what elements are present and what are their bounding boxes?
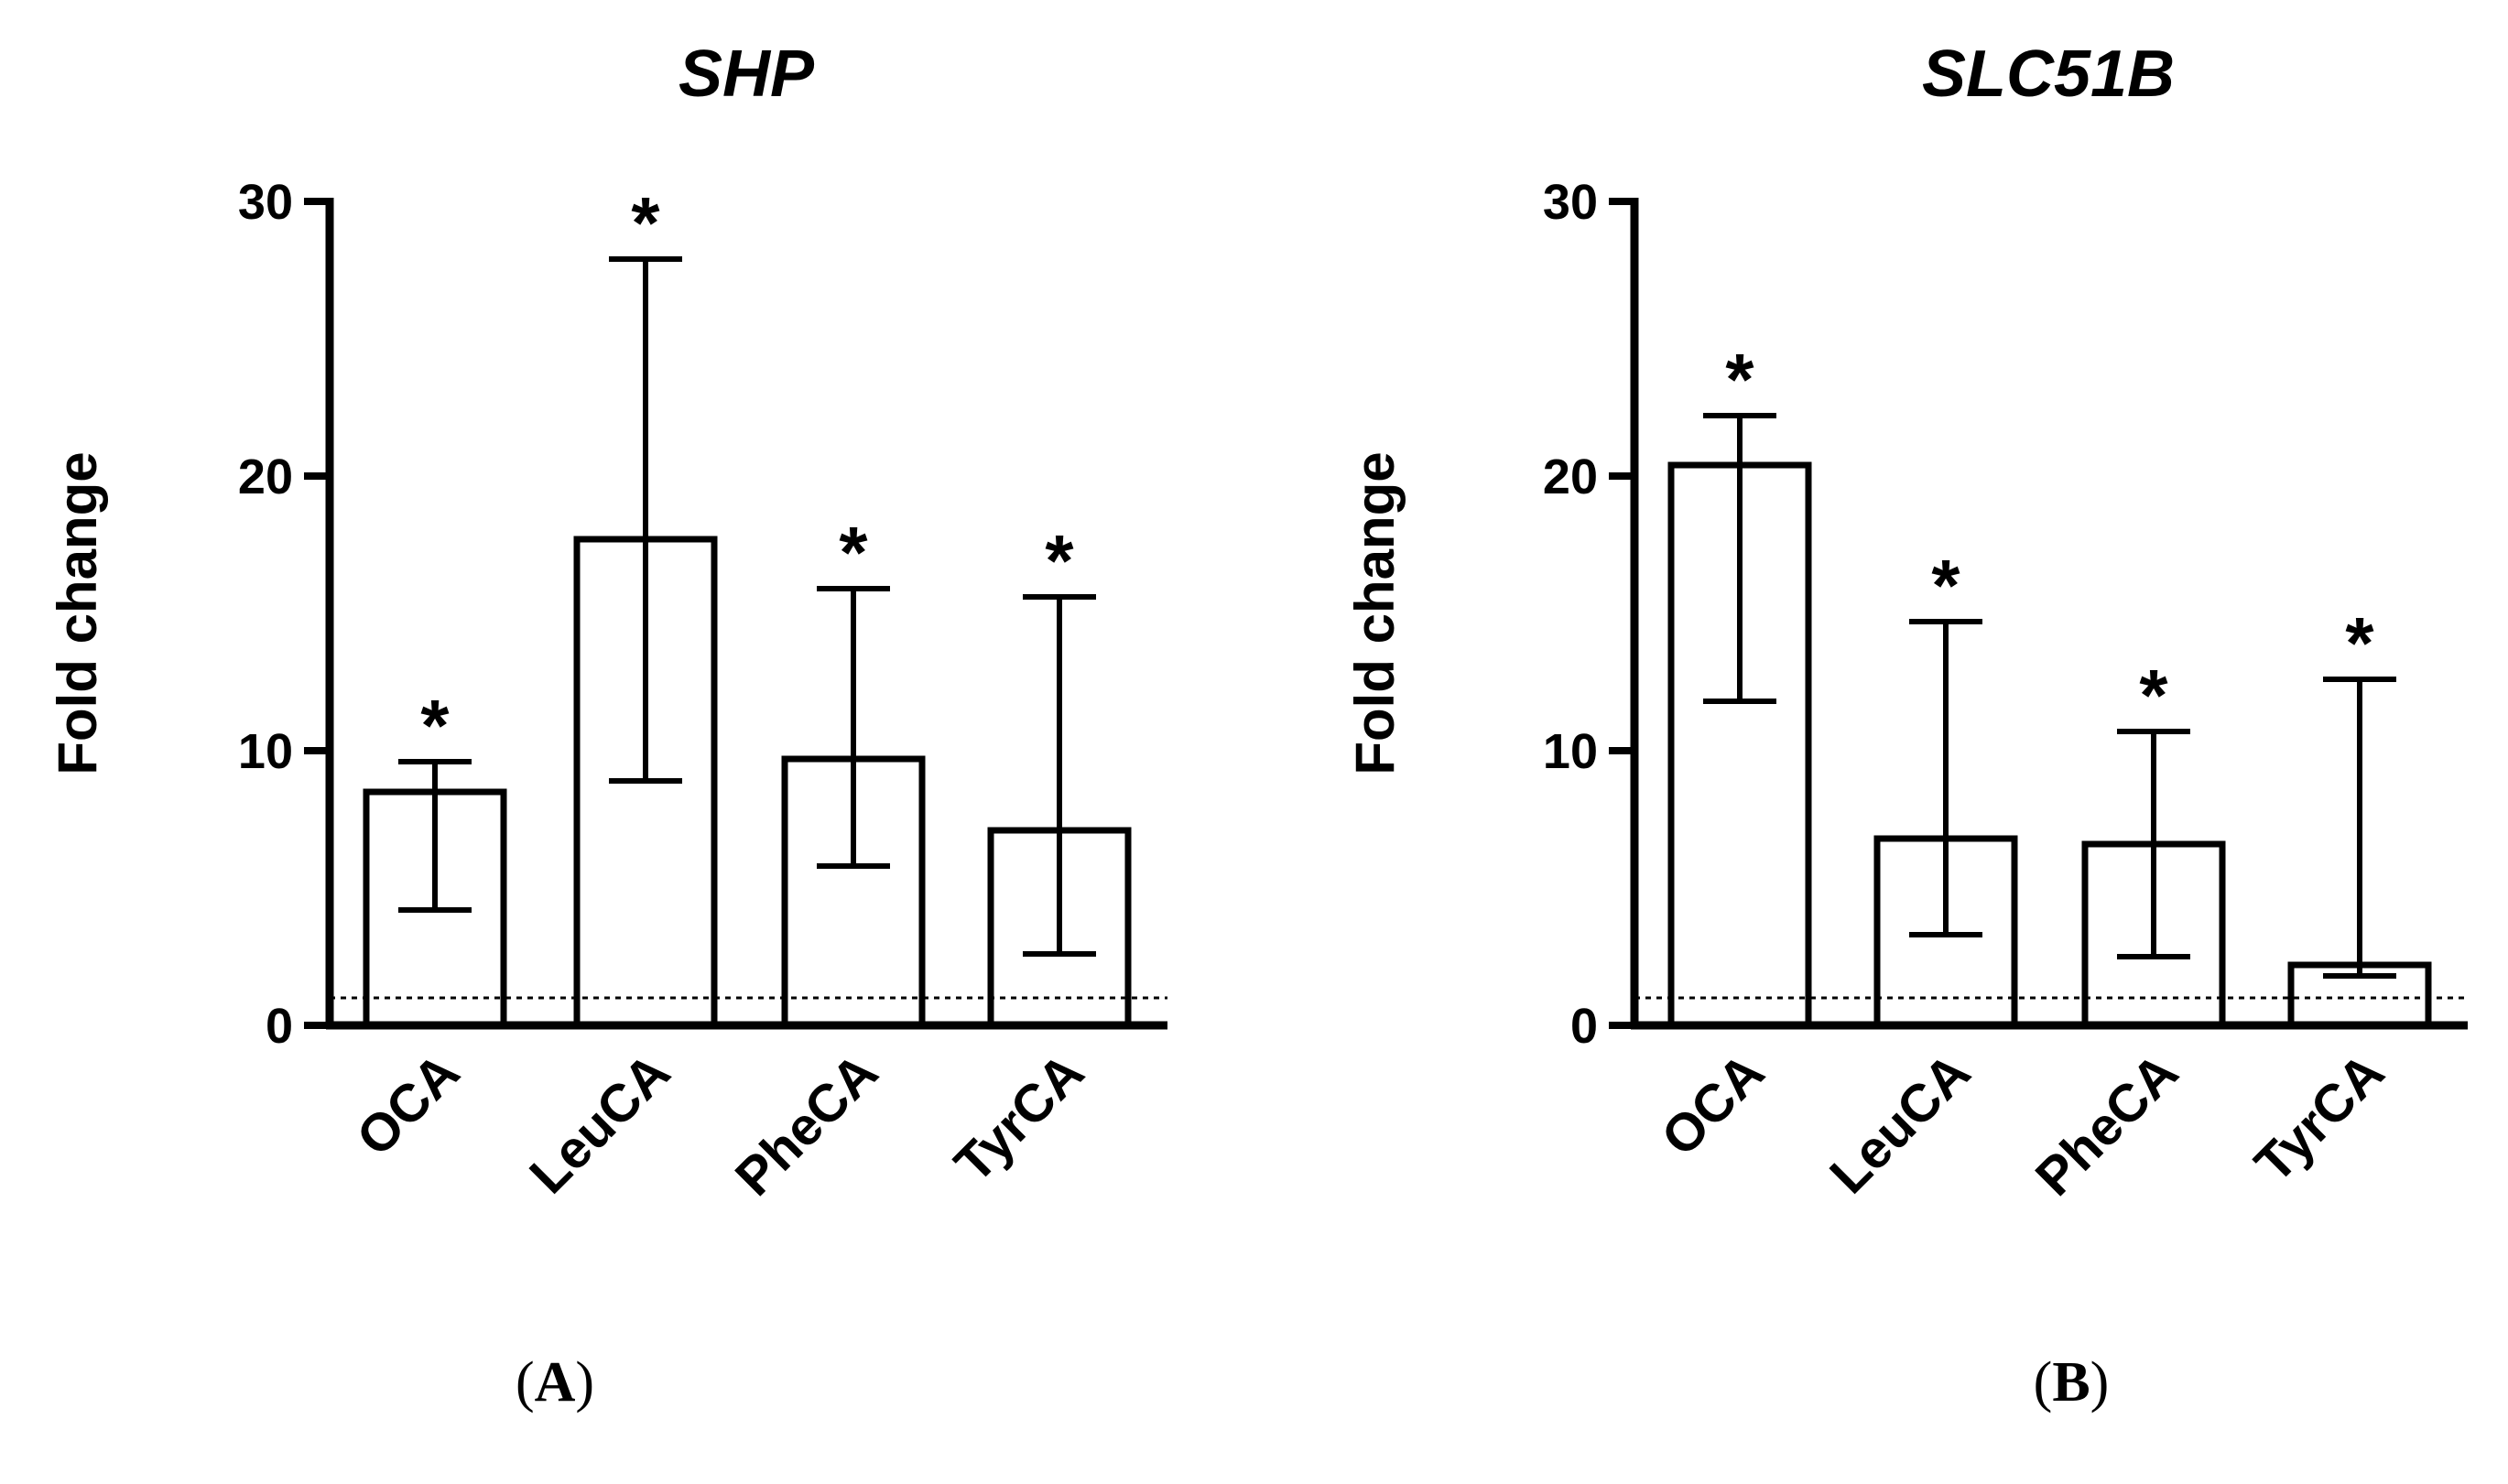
bars: * * * *	[363, 182, 1132, 1029]
category-label-leuca: LeuCA	[1819, 1042, 1981, 1205]
category-label-oca: OCA	[345, 1042, 471, 1167]
y-tick-label: 20	[238, 450, 293, 504]
y-tick-label: 0	[1570, 999, 1598, 1054]
panel-label: (A)	[516, 1351, 594, 1414]
y-tick-label: 30	[238, 175, 293, 230]
significance-marker: *	[839, 512, 868, 593]
y-axis-label: Fold change	[1344, 451, 1406, 774]
y-axis-label: Fold change	[47, 451, 108, 774]
category-label-leuca: LeuCA	[518, 1042, 681, 1205]
category-label-tyrca: TyrCA	[943, 1042, 1095, 1194]
category-label-pheca: PheCA	[2025, 1042, 2189, 1207]
category-label-oca: OCA	[1650, 1042, 1775, 1167]
y-tick-label: 10	[238, 724, 293, 779]
significance-marker: *	[1725, 339, 1754, 420]
chart-title: SHP	[679, 38, 815, 111]
significance-marker: *	[420, 685, 450, 766]
axes	[325, 198, 1167, 1030]
chart-title: SLC51B	[1922, 38, 2175, 111]
chart-panel-shp: SHP Fold change 0 10 20 30 * * * * OCA LeuCA Phe…	[47, 38, 1167, 1414]
bars: * * * *	[1667, 339, 2432, 1029]
panel-label: (B)	[2034, 1351, 2110, 1414]
axes	[1630, 198, 2468, 1030]
y-tick-label: 0	[266, 999, 293, 1054]
y-ticks: 0 10 20 30	[1543, 175, 1634, 1054]
significance-marker: *	[631, 182, 660, 264]
significance-marker: *	[1045, 520, 1074, 601]
y-tick-label: 10	[1543, 724, 1598, 779]
category-label-tyrca: TyrCA	[2243, 1042, 2395, 1194]
chart-panel-slc51b: SLC51B Fold change 0 10 20 30 * * * * OCA LeuCA…	[1344, 38, 2468, 1414]
y-tick-label: 20	[1543, 450, 1598, 504]
significance-marker: *	[2345, 602, 2374, 684]
category-label-pheca: PheCA	[724, 1042, 889, 1207]
significance-marker: *	[2139, 655, 2168, 736]
category-labels: OCA LeuCA PheCA TyrCA	[345, 1042, 1095, 1207]
y-tick-label: 30	[1543, 175, 1598, 230]
significance-marker: *	[1931, 545, 1960, 626]
y-ticks: 0 10 20 30	[238, 175, 330, 1054]
category-labels: OCA LeuCA PheCA TyrCA	[1650, 1042, 2395, 1207]
